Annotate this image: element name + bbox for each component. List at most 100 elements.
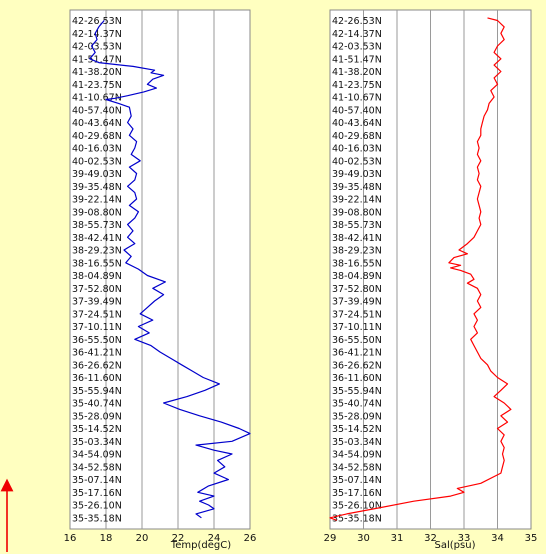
salinity-latitude-label: 34-52.58N <box>332 462 382 473</box>
salinity-series-line <box>329 17 512 521</box>
salinity-latitude-label: 41-23.75N <box>332 80 382 91</box>
temperature-series-line <box>89 20 251 519</box>
temperature-latitude-label: 35-35.18N <box>72 513 122 524</box>
temperature-latitude-label: 36-55.50N <box>72 335 122 346</box>
temperature-gridlines <box>105 10 215 529</box>
salinity-x-ticks: 29 30 31 32 33 34 35 <box>324 533 538 544</box>
salinity-latitude-label: 39-35.48N <box>332 182 382 193</box>
salinity-latitude-label: 40-57.40N <box>332 105 382 116</box>
salinity-x-tick-label: 35 <box>525 533 538 544</box>
temperature-latitude-label: 34-54.09N <box>72 450 122 461</box>
salinity-latitude-label: 40-02.53N <box>332 156 382 167</box>
temperature-x-tick-label: 26 <box>244 533 257 544</box>
salinity-series <box>329 17 512 521</box>
salinity-latitude-label: 38-42.41N <box>332 233 382 244</box>
temperature-latitude-label: 36-26.62N <box>72 360 122 371</box>
salinity-latitude-label: 35-35.18N <box>332 513 382 524</box>
salinity-latitude-label: 40-29.68N <box>332 131 382 142</box>
temperature-x-tick-label: 18 <box>100 533 113 544</box>
salinity-latitude-label: 36-41.21N <box>332 348 382 359</box>
temperature-latitude-label: 42-26.53N <box>72 16 122 27</box>
temperature-latitude-label: 40-57.40N <box>72 105 122 116</box>
temperature-latitude-label: 36-41.21N <box>72 348 122 359</box>
salinity-x-tick-label: 33 <box>458 533 471 544</box>
temperature-latitude-label: 42-03.53N <box>72 42 122 53</box>
salinity-latitude-label: 39-08.80N <box>332 207 382 218</box>
salinity-latitude-label: 42-14.37N <box>332 29 382 40</box>
temperature-axis-label: Temp(degC) <box>170 540 231 551</box>
temperature-latitude-label: 37-24.51N <box>72 309 122 320</box>
salinity-latitude-label: 38-16.55N <box>332 258 382 269</box>
temperature-latitude-label: 37-39.49N <box>72 297 122 308</box>
temperature-latitude-label: 39-22.14N <box>72 195 122 206</box>
salinity-latitude-label: 37-39.49N <box>332 297 382 308</box>
salinity-latitude-label: 40-43.64N <box>332 118 382 129</box>
salinity-latitude-label: 41-38.20N <box>332 67 382 78</box>
temperature-latitude-label: 39-08.80N <box>72 207 122 218</box>
temperature-latitude-label: 41-38.20N <box>72 67 122 78</box>
temperature-latitude-label: 38-04.89N <box>72 271 122 282</box>
temperature-latitude-label: 35-07.14N <box>72 475 122 486</box>
temperature-latitude-label: 38-55.73N <box>72 220 122 231</box>
temperature-latitude-label: 38-42.41N <box>72 233 122 244</box>
temperature-latitude-label: 35-17.16N <box>72 488 122 499</box>
salinity-latitude-label: 35-14.52N <box>332 424 382 435</box>
temperature-latitude-label: 38-29.23N <box>72 246 122 257</box>
salinity-latitude-label: 40-16.03N <box>332 144 382 155</box>
salinity-latitude-label: 39-49.03N <box>332 169 382 180</box>
salinity-latitude-label: 35-07.14N <box>332 475 382 486</box>
salinity-x-tick-label: 29 <box>324 533 337 544</box>
temperature-latitude-label: 35-40.74N <box>72 399 122 410</box>
salinity-x-tick-label: 32 <box>424 533 437 544</box>
temperature-latitude-label: 37-52.80N <box>72 284 122 295</box>
temperature-latitude-label: 37-10.11N <box>72 322 122 333</box>
temperature-latitude-label: 40-43.64N <box>72 118 122 129</box>
salinity-latitude-label: 37-52.80N <box>332 284 382 295</box>
temperature-x-tick-label: 24 <box>208 533 221 544</box>
temperature-latitude-label: 36-11.60N <box>72 373 122 384</box>
salinity-latitude-label: 36-55.50N <box>332 335 382 346</box>
salinity-latitude-label: 35-26.10N <box>332 501 382 512</box>
temperature-x-tick-label: 16 <box>64 533 77 544</box>
salinity-latitude-label: 38-55.73N <box>332 220 382 231</box>
salinity-latitude-label: 35-28.09N <box>332 411 382 422</box>
salinity-latitude-label: 39-22.14N <box>332 195 382 206</box>
salinity-x-tick-label: 34 <box>491 533 504 544</box>
salinity-latitude-label: 35-40.74N <box>332 399 382 410</box>
temperature-latitude-label: 40-29.68N <box>72 131 122 142</box>
salinity-x-tick-label: 30 <box>357 533 370 544</box>
salinity-latitude-label: 41-51.47N <box>332 54 382 65</box>
temperature-latitude-label: 35-03.34N <box>72 437 122 448</box>
temperature-latitude-label: 34-52.58N <box>72 462 122 473</box>
salinity-latitude-label: 36-11.60N <box>332 373 382 384</box>
temperature-latitude-label: 41-10.67N <box>72 93 122 104</box>
salinity-latitude-label: 38-29.23N <box>332 246 382 257</box>
temperature-latitude-label: 35-55.94N <box>72 386 122 397</box>
temperature-latitude-label: 38-16.55N <box>72 258 122 269</box>
temperature-latitude-label: 40-02.53N <box>72 156 122 167</box>
temperature-x-tick-label: 20 <box>136 533 149 544</box>
salinity-latitude-label: 41-10.67N <box>332 93 382 104</box>
salinity-latitude-label: 42-03.53N <box>332 42 382 53</box>
temperature-latitude-label: 39-49.03N <box>72 169 122 180</box>
temperature-x-ticks: 16 18 20 22 24 26 <box>64 533 257 544</box>
salinity-latitude-label: 35-17.16N <box>332 488 382 499</box>
salinity-latitude-label: 42-26.53N <box>332 16 382 27</box>
temperature-latitude-label: 42-14.37N <box>72 29 122 40</box>
salinity-latitude-label: 37-24.51N <box>332 309 382 320</box>
salinity-latitude-label: 35-55.94N <box>332 386 382 397</box>
temperature-x-tick-label: 22 <box>172 533 185 544</box>
salinity-latitude-label: 38-04.89N <box>332 271 382 282</box>
temperature-latitude-label: 40-16.03N <box>72 144 122 155</box>
temperature-latitude-label: 41-51.47N <box>72 54 122 65</box>
salinity-latitude-label: 34-54.09N <box>332 450 382 461</box>
temperature-latitude-label: 39-35.48N <box>72 182 122 193</box>
temperature-latitude-label: 41-23.75N <box>72 80 122 91</box>
salinity-latitude-label: 37-10.11N <box>332 322 382 333</box>
salinity-axis-label: Sal(psu) <box>435 540 476 551</box>
